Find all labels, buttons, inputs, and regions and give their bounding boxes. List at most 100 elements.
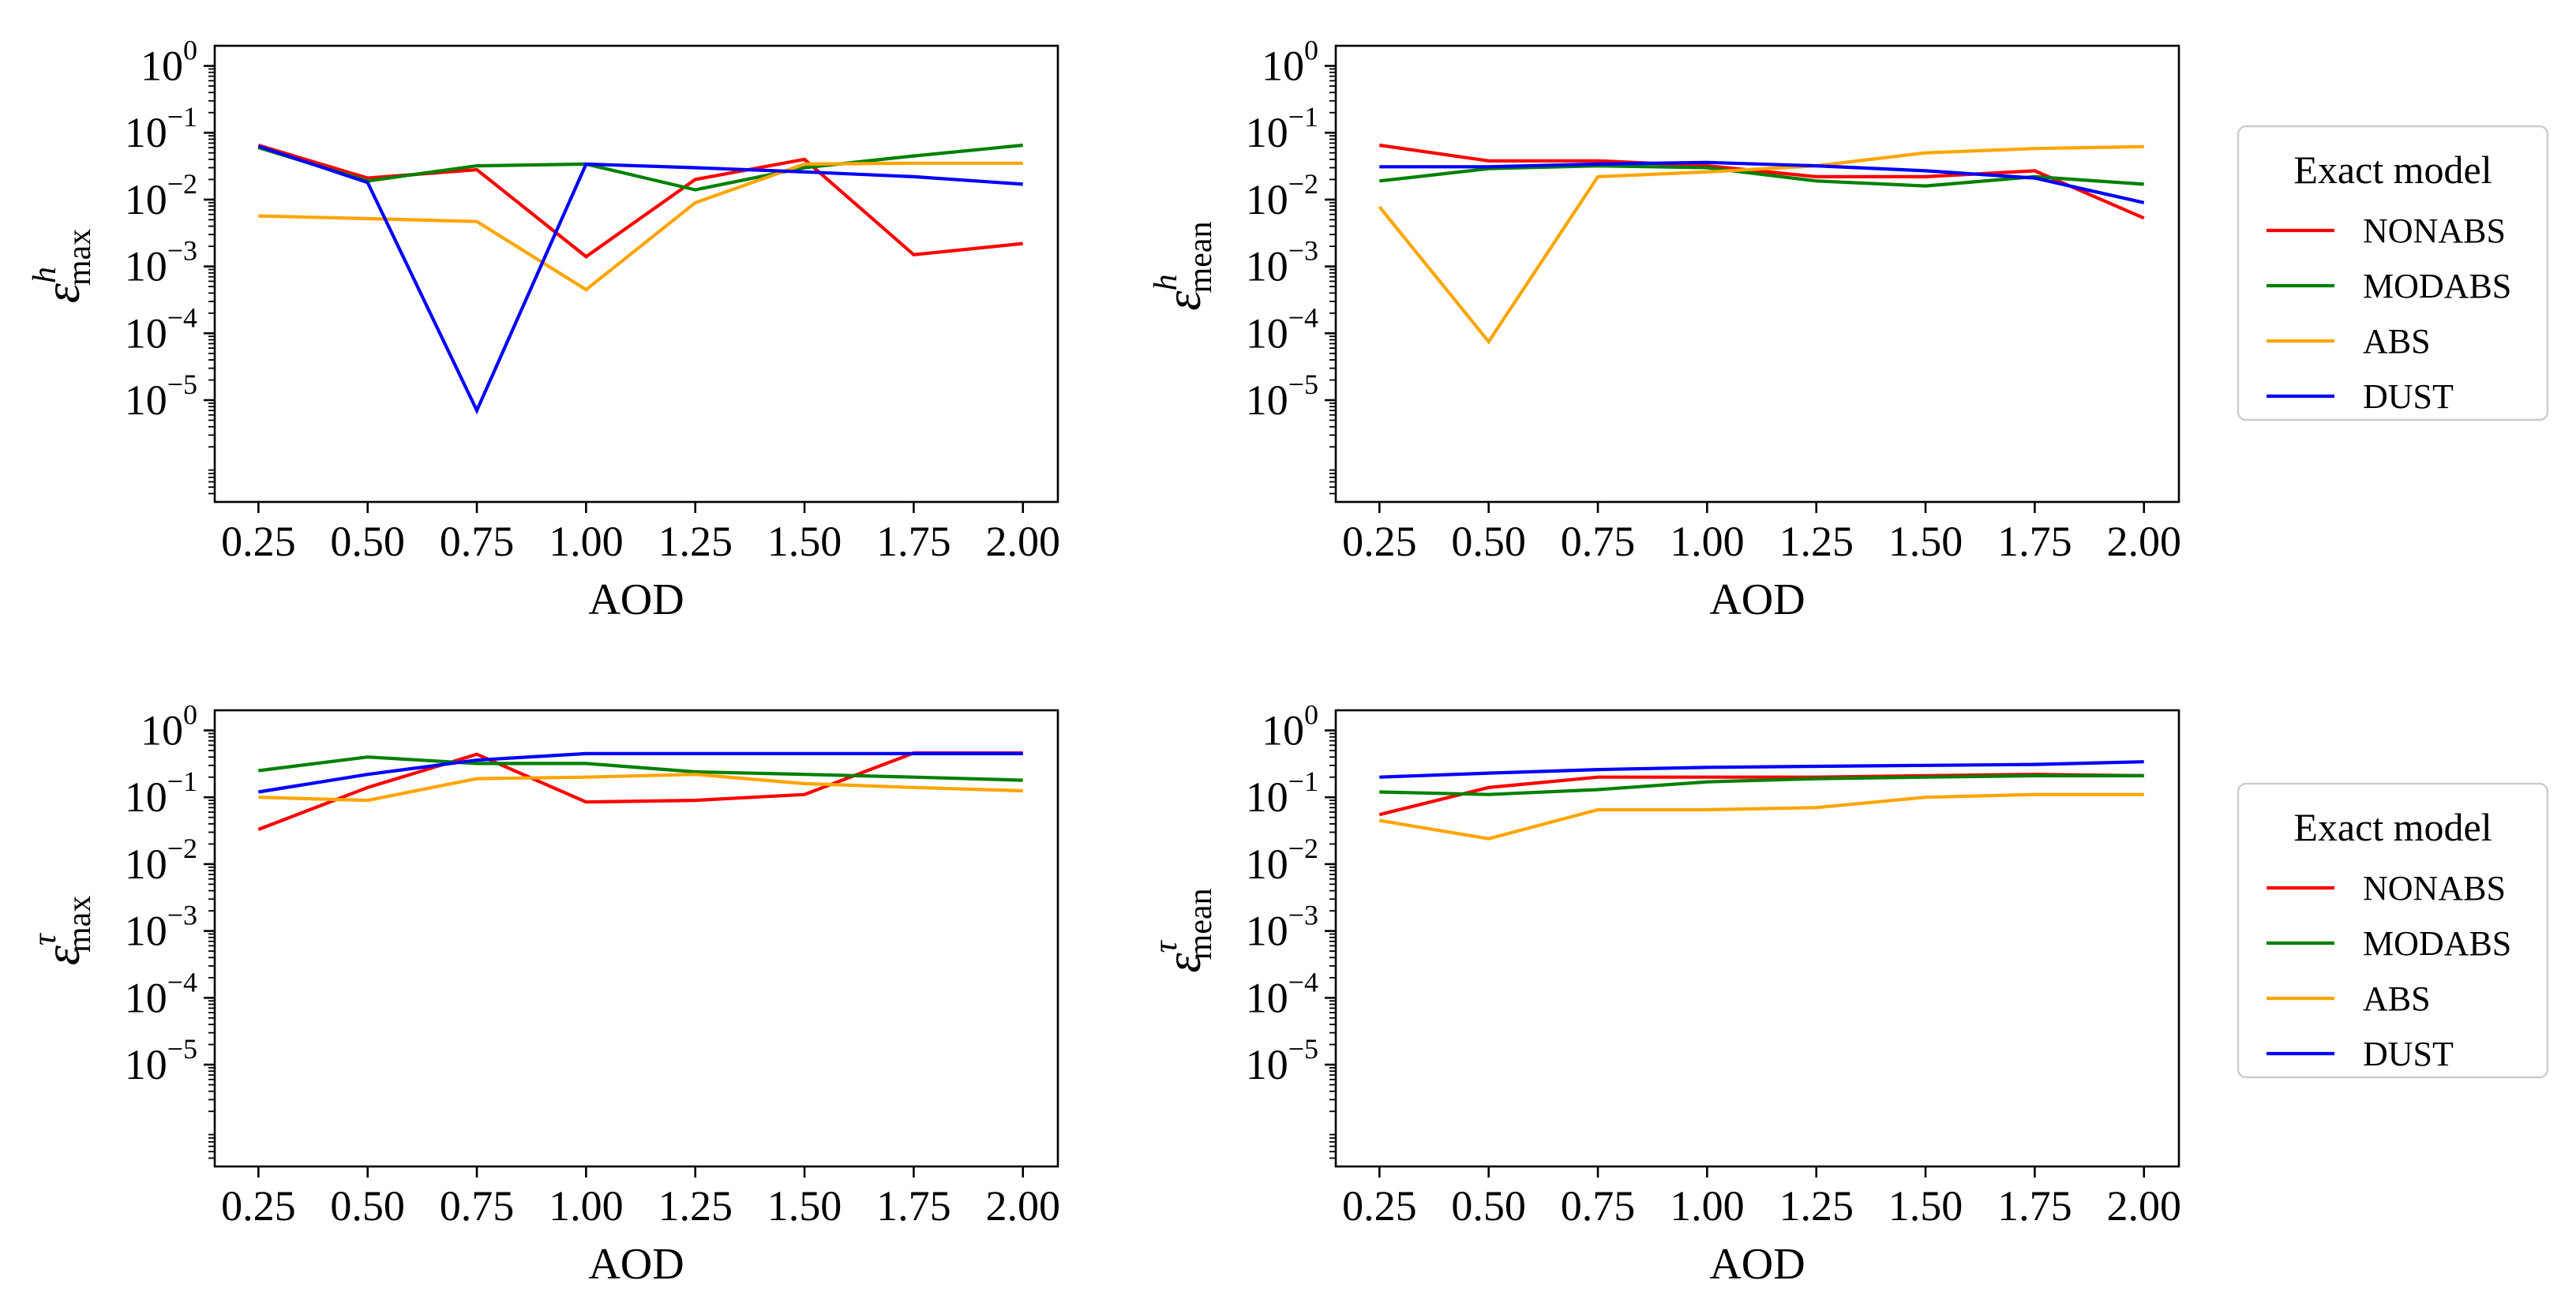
- y-tick-base: 10: [1246, 908, 1288, 955]
- y-axis-subscript: mean: [1183, 888, 1219, 960]
- y-tick-exponent: −3: [167, 235, 197, 267]
- y-tick-base: 10: [125, 974, 167, 1021]
- x-axis-title: AOD: [588, 1240, 684, 1289]
- y-tick-label: 100: [141, 698, 197, 754]
- y-tick-exponent: −4: [167, 301, 197, 333]
- x-tick-label: 1.75: [1997, 518, 2072, 565]
- y-tick-base: 10: [125, 841, 167, 888]
- x-tick-label: 1.50: [767, 1182, 842, 1230]
- y-tick-label: 10−5: [125, 1033, 197, 1088]
- y-axis-title: ετmean: [1148, 888, 1219, 972]
- y-tick-exponent: −2: [167, 833, 197, 864]
- y-tick-base: 10: [1246, 309, 1288, 357]
- y-tick-label: 10−2: [125, 168, 197, 223]
- y-axis-superscript: h: [1148, 274, 1184, 290]
- series-line-nonabs: [257, 751, 1023, 831]
- x-tick-label: 1.00: [549, 1182, 624, 1230]
- series-line-nonabs: [257, 143, 1023, 259]
- legend-label-abs: ABS: [2363, 979, 2431, 1018]
- y-tick-label: 10−1: [1246, 766, 1318, 821]
- y-tick-exponent: −2: [1288, 833, 1318, 864]
- y-axis-subscript: max: [62, 896, 98, 953]
- y-axis-superscript: τ: [27, 932, 63, 945]
- y-tick-exponent: −1: [1288, 766, 1318, 797]
- y-axis-title: εhmax: [27, 229, 98, 304]
- y-tick-exponent: −2: [1288, 168, 1318, 200]
- x-tick-label: 1.50: [1888, 1182, 1963, 1230]
- legend-1: Exact model NONABS MODABS ABS DUST: [2237, 125, 2549, 421]
- x-tick-label: 2.00: [985, 518, 1060, 565]
- y-tick-base: 10: [125, 1041, 167, 1088]
- y-tick-label: 10−4: [125, 966, 197, 1021]
- plot-area: [1336, 46, 2179, 502]
- x-axis-title: AOD: [1709, 1240, 1805, 1289]
- y-tick-base: 10: [125, 243, 167, 290]
- x-tick-label: 0.75: [1561, 518, 1636, 565]
- y-tick-label: 10−2: [125, 833, 197, 888]
- axes-frame: [213, 44, 1059, 504]
- y-tick-label: 10−2: [1246, 168, 1318, 223]
- series-line-modabs: [257, 143, 1023, 192]
- legend-label-nonabs: NONABS: [2363, 869, 2506, 908]
- y-axis-symbol: ε: [1155, 290, 1211, 311]
- x-tick-label: 0.25: [221, 518, 296, 565]
- x-tick-label: 1.00: [1670, 1182, 1745, 1230]
- x-tick-label: 0.25: [1342, 1182, 1417, 1230]
- y-tick-exponent: −3: [167, 900, 197, 931]
- series-line-nonabs: [1379, 143, 2145, 220]
- y-tick-base: 10: [1246, 773, 1288, 821]
- x-tick-label: 1.25: [1779, 518, 1854, 565]
- y-tick-label: 10−2: [1246, 833, 1318, 888]
- y-tick-exponent: −2: [167, 168, 197, 200]
- y-tick-exponent: −4: [1288, 966, 1318, 998]
- x-tick-label: 1.25: [1779, 1182, 1854, 1230]
- y-tick-label: 10−4: [125, 301, 197, 357]
- legend-label-dust: DUST: [2363, 377, 2454, 416]
- y-tick-label: 10−1: [125, 101, 197, 156]
- series-line-abs: [1378, 144, 2144, 345]
- y-tick-label: 10−5: [1246, 369, 1318, 424]
- y-tick-label: 10−3: [125, 900, 197, 955]
- y-tick-exponent: −5: [1288, 1033, 1318, 1065]
- y-tick-base: 10: [1246, 841, 1288, 888]
- x-axis-title: AOD: [588, 575, 684, 624]
- y-axis-superscript: h: [27, 267, 63, 283]
- legend-label-modabs: MODABS: [2363, 924, 2511, 963]
- y-tick-base: 10: [1262, 706, 1304, 754]
- y-axis-superscript: τ: [1148, 939, 1184, 953]
- chart-panel-2: 0.25 0.50 0.75 1.00 1.25 1.50 1.75 2.0010010−11…: [1148, 34, 2181, 624]
- legend-label-abs: ABS: [2363, 322, 2431, 361]
- y-axis-subscript: mean: [1183, 221, 1219, 293]
- series-line-dust: [1379, 160, 2145, 204]
- legend-box: [2237, 125, 2549, 421]
- axes-frame: [1334, 44, 2180, 504]
- x-tick-label: 0.50: [1451, 518, 1526, 565]
- y-tick-exponent: −1: [167, 101, 197, 133]
- x-tick-label: 2.00: [985, 1182, 1060, 1230]
- y-tick-base: 10: [1246, 243, 1288, 290]
- y-tick-label: 100: [1262, 34, 1318, 89]
- y-tick-exponent: −1: [167, 766, 197, 797]
- y-axis-symbol: ε: [34, 945, 90, 965]
- y-tick-label: 10−5: [125, 369, 197, 424]
- y-tick-base: 10: [125, 309, 167, 357]
- x-axis-title: AOD: [1709, 575, 1805, 624]
- legend-label-modabs: MODABS: [2363, 267, 2511, 305]
- y-tick-exponent: 0: [183, 34, 197, 66]
- y-tick-exponent: −4: [1288, 301, 1318, 333]
- x-tick-label: 1.75: [876, 518, 951, 565]
- x-tick-label: 1.75: [876, 1182, 951, 1230]
- x-tick-label: 1.75: [1997, 1182, 2072, 1230]
- y-tick-base: 10: [1246, 176, 1288, 223]
- y-tick-exponent: 0: [183, 698, 197, 730]
- series-line-modabs: [1379, 773, 2144, 796]
- y-tick-exponent: −1: [1288, 101, 1318, 133]
- y-tick-label: 100: [141, 34, 197, 89]
- y-tick-exponent: −5: [167, 1033, 197, 1065]
- y-tick-base: 10: [125, 908, 167, 955]
- y-tick-label: 10−3: [1246, 900, 1318, 955]
- y-tick-label: 10−3: [125, 235, 197, 290]
- series-line-abs: [258, 773, 1023, 803]
